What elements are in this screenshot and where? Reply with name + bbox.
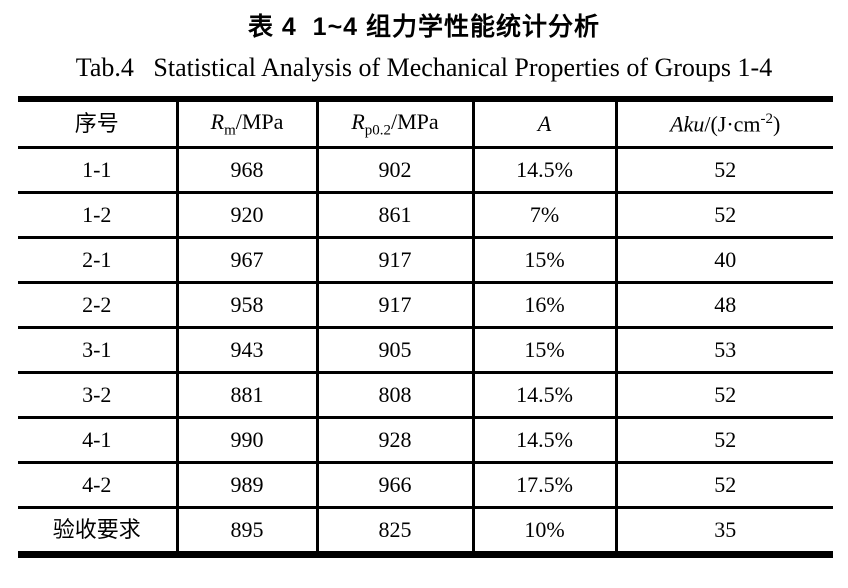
- cell-elongation-value: 15%: [473, 327, 618, 374]
- table-title-english: Tab.4 Statistical Analysis of Mechanical…: [75, 53, 773, 82]
- cell-specimen-id: 1-2: [18, 192, 179, 239]
- cell-specimen-id: 2-1: [18, 237, 179, 284]
- cell-rm-value: 968: [177, 147, 319, 194]
- cell-rp02-value: 928: [317, 417, 475, 464]
- cell-rm-value: 967: [177, 237, 319, 284]
- cell-aku-value: 52: [616, 192, 833, 239]
- cell-rm-value: 881: [177, 372, 319, 419]
- cell-specimen-id: 验收要求: [18, 507, 179, 556]
- cell-aku-value: 40: [616, 237, 833, 284]
- header-col-rm: Rm/MPa: [177, 99, 319, 149]
- cell-rp02-value: 808: [317, 372, 475, 419]
- cell-specimen-id: 3-2: [18, 372, 179, 419]
- header-rm-symbol: R: [210, 108, 225, 134]
- cell-elongation-value: 14.5%: [473, 417, 618, 464]
- cell-rp02-value: 917: [317, 282, 475, 329]
- cell-rm-value: 943: [177, 327, 319, 374]
- cell-aku-value: 52: [616, 417, 833, 464]
- cell-rp02-value: 905: [317, 327, 475, 374]
- cell-aku-value: 52: [616, 372, 833, 419]
- header-col-a: A: [473, 99, 618, 149]
- cell-rp02-value: 902: [317, 147, 475, 194]
- header-rp02-symbol: R: [351, 108, 365, 134]
- header-rp02-subscript: p0.2: [364, 121, 391, 138]
- header-aku-symbol: Aku: [670, 111, 705, 137]
- cell-rp02-value: 917: [317, 237, 475, 284]
- cell-elongation-value: 15%: [473, 237, 618, 284]
- table-row: 3-1 943 905 15% 53: [18, 327, 833, 374]
- cell-aku-value: 52: [616, 147, 833, 194]
- cell-aku-value: 53: [616, 327, 833, 374]
- cell-aku-value: 52: [616, 462, 833, 509]
- table-row: 4-1 990 928 14.5% 52: [18, 417, 833, 464]
- cell-specimen-id: 4-1: [18, 417, 179, 464]
- table-row: 1-2 920 861 7% 52: [18, 192, 833, 239]
- header-col-id-label: 序号: [74, 110, 119, 136]
- cell-elongation-value: 16%: [473, 282, 618, 329]
- cell-elongation-value: 7%: [473, 192, 618, 239]
- cell-rp02-value: 861: [317, 192, 475, 239]
- header-col-aku: Aku/(J·cm-2): [616, 99, 833, 149]
- header-col-rp02: Rp0.2/MPa: [317, 99, 475, 149]
- table-row: 验收要求 895 825 10% 35: [18, 507, 833, 556]
- cell-rm-value: 989: [177, 462, 319, 509]
- table-header: 序号 Rm/MPa Rp0.2/MPa A Aku/(J·cm-2): [18, 99, 833, 149]
- header-col-id: 序号: [18, 99, 179, 149]
- cell-specimen-id: 3-1: [18, 327, 179, 374]
- header-rm-subscript: m: [224, 121, 236, 138]
- cell-specimen-id: 4-2: [18, 462, 179, 509]
- cell-elongation-value: 14.5%: [473, 372, 618, 419]
- mechanical-properties-table: 序号 Rm/MPa Rp0.2/MPa A Aku/(J·cm-2) 1-1 9…: [18, 96, 833, 558]
- table-row: 4-2 989 966 17.5% 52: [18, 462, 833, 509]
- cell-elongation-value: 14.5%: [473, 147, 618, 194]
- table-row: 1-1 968 902 14.5% 52: [18, 147, 833, 194]
- table-body: 1-1 968 902 14.5% 52 1-2 920 861 7% 52 2…: [18, 147, 833, 556]
- cell-rm-value: 958: [177, 282, 319, 329]
- cell-rm-value: 895: [177, 507, 319, 556]
- cell-rp02-value: 966: [317, 462, 475, 509]
- cell-elongation-value: 10%: [473, 507, 618, 556]
- header-rp02-unit: /MPa: [390, 108, 439, 134]
- cell-elongation-value: 17.5%: [473, 462, 618, 509]
- table-title-chinese: 表 4 1~4 组力学性能统计分析: [247, 13, 601, 41]
- cell-rm-value: 990: [177, 417, 319, 464]
- cell-rm-value: 920: [177, 192, 319, 239]
- header-rm-unit: /MPa: [235, 108, 284, 134]
- table-row: 2-2 958 917 16% 48: [18, 282, 833, 329]
- table-row: 3-2 881 808 14.5% 52: [18, 372, 833, 419]
- header-aku-unit-close: ): [773, 111, 781, 137]
- header-aku-superscript: -2: [760, 111, 774, 128]
- header-a-symbol: A: [537, 110, 552, 136]
- cell-aku-value: 35: [616, 507, 833, 556]
- table-row: 2-1 967 917 15% 40: [18, 237, 833, 284]
- cell-aku-value: 48: [616, 282, 833, 329]
- header-row: 序号 Rm/MPa Rp0.2/MPa A Aku/(J·cm-2): [18, 99, 833, 149]
- header-aku-unit-open: /(J·cm: [704, 111, 761, 137]
- cell-specimen-id: 2-2: [18, 282, 179, 329]
- cell-specimen-id: 1-1: [18, 147, 179, 194]
- cell-rp02-value: 825: [317, 507, 475, 556]
